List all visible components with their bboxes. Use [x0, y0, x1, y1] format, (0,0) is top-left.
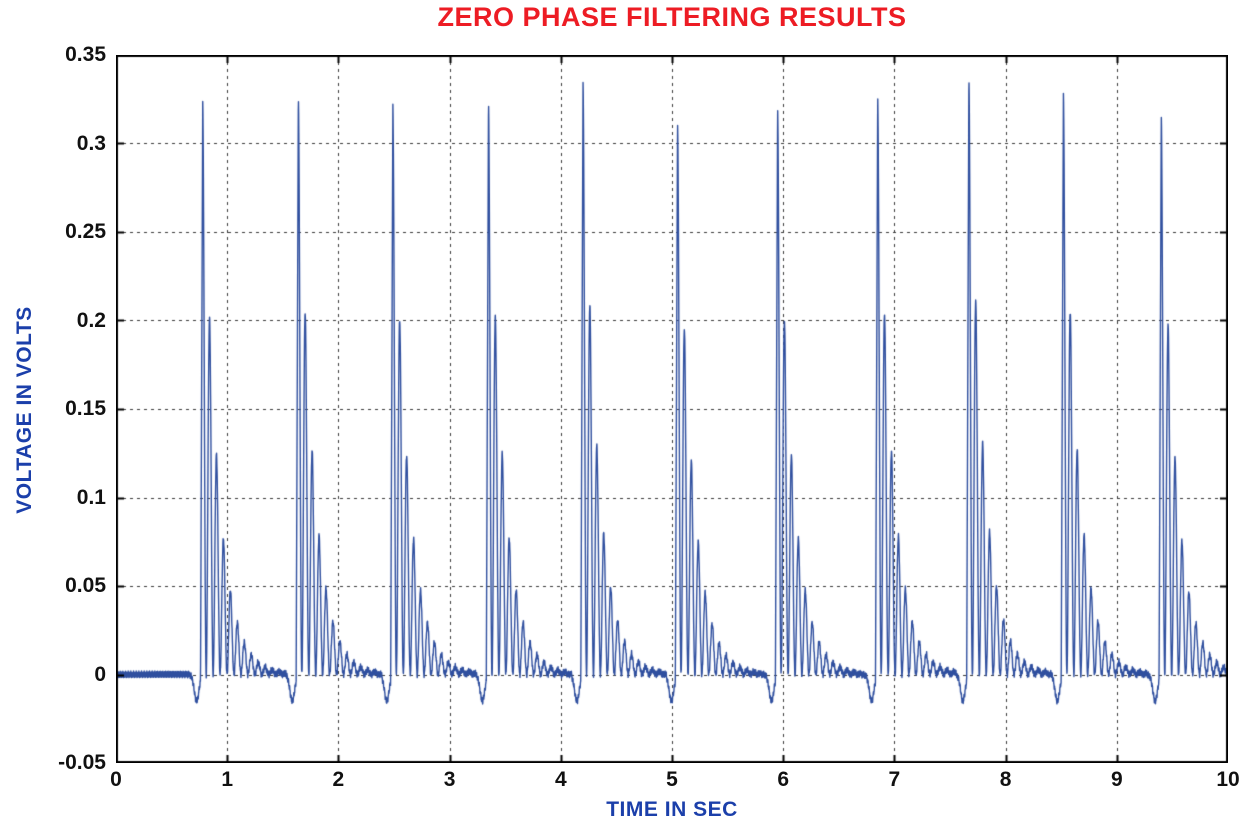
plot-area	[116, 55, 1228, 763]
y-tick-label: 0.1	[76, 485, 106, 509]
chart-title: ZERO PHASE FILTERING RESULTS	[437, 2, 907, 32]
x-tick-label: 3	[443, 768, 456, 791]
y-tick-label: 0.2	[76, 308, 106, 332]
x-tick-label: 1	[221, 768, 234, 791]
y-tick-label: -0.05	[58, 751, 106, 774]
x-tick-label: 6	[777, 768, 790, 791]
x-tick-label: 0	[110, 768, 122, 791]
x-axis-label: TIME IN SEC	[606, 798, 738, 821]
x-tick-label: 5	[666, 768, 678, 791]
x-tick-label: 10	[1216, 768, 1240, 791]
chart-canvas	[116, 55, 1228, 763]
y-tick-label: 0.05	[65, 574, 106, 597]
x-tick-label: 9	[1110, 768, 1123, 791]
x-tick-label: 2	[332, 768, 345, 791]
x-tick-label: 7	[888, 768, 901, 791]
y-tick-label: 0.15	[65, 397, 106, 420]
y-tick-label: 0.25	[65, 220, 106, 243]
x-tick-label: 4	[554, 768, 567, 791]
x-tick-label: 8	[999, 768, 1012, 791]
y-tick-label: 0	[94, 662, 106, 686]
y-tick-label: 0.3	[76, 131, 106, 155]
y-tick-label: 0.35	[65, 43, 106, 66]
